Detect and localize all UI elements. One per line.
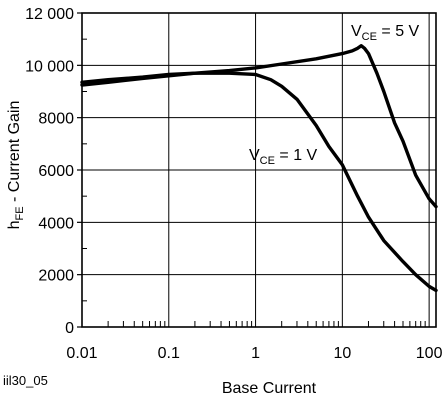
figure-id: iil30_05 (3, 373, 48, 388)
y-tick-label: 0 (65, 320, 74, 337)
series-label-vce-1v: VCE = 1 V (249, 147, 318, 167)
x-tick-label: 10 (333, 345, 351, 362)
y-tick-label: 4000 (38, 215, 74, 232)
y-axis-tick-labels: 0 2000 4000 6000 8000 10 000 12 000 (25, 6, 74, 337)
x-tick-label: 0.1 (158, 345, 180, 362)
plot-area-frame (81, 12, 437, 328)
x-axis-tick-labels: 0.01 0.1 1 10 100 (66, 345, 442, 362)
y-tick-label: 8000 (38, 111, 74, 128)
x-tick-label: 0.01 (66, 345, 97, 362)
grid (82, 13, 436, 327)
y-tick-label: 2000 (38, 268, 74, 285)
series-line-vce-5v (80, 44, 438, 209)
series (80, 44, 438, 293)
minor-ticks (77, 12, 426, 328)
y-axis-title: hFE - Current Gain (6, 101, 26, 230)
series-label-vce-5v: VCE = 5 V (351, 23, 420, 43)
y-tick-label: 6000 (38, 163, 74, 180)
x-tick-label: 100 (416, 345, 443, 362)
series-line-vce-1v (80, 71, 438, 293)
y-tick-label: 10 000 (25, 58, 74, 75)
x-axis-title: Base Current (222, 380, 317, 397)
y-tick-label: 12 000 (25, 6, 74, 23)
x-tick-label: 1 (251, 345, 260, 362)
